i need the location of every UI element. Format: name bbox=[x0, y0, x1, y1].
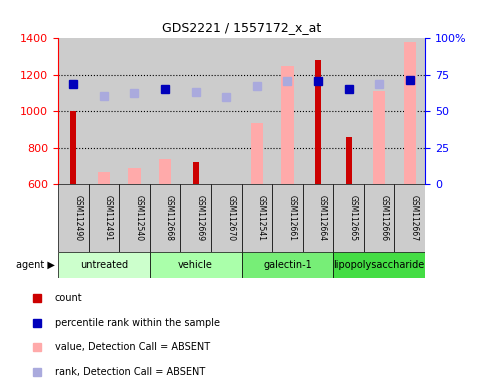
Bar bbox=[211, 184, 242, 252]
Bar bbox=[88, 184, 119, 252]
Bar bbox=[193, 162, 199, 184]
Text: GSM112540: GSM112540 bbox=[134, 195, 143, 241]
Text: GSM112667: GSM112667 bbox=[410, 195, 419, 241]
Text: GSM112670: GSM112670 bbox=[226, 195, 235, 241]
Bar bbox=[404, 42, 416, 184]
Text: GSM112665: GSM112665 bbox=[349, 195, 357, 241]
Bar bbox=[333, 252, 425, 278]
Bar bbox=[395, 184, 425, 252]
Bar bbox=[150, 252, 242, 278]
Bar bbox=[58, 184, 88, 252]
Text: GSM112661: GSM112661 bbox=[287, 195, 297, 241]
Bar bbox=[211, 38, 242, 184]
Bar bbox=[242, 252, 333, 278]
Bar bbox=[58, 252, 150, 278]
Bar bbox=[373, 91, 385, 184]
Bar bbox=[159, 159, 171, 184]
Bar bbox=[333, 38, 364, 184]
Bar bbox=[315, 60, 321, 184]
Text: GSM112490: GSM112490 bbox=[73, 195, 82, 241]
Text: rank, Detection Call = ABSENT: rank, Detection Call = ABSENT bbox=[55, 367, 205, 377]
Bar bbox=[303, 184, 333, 252]
Text: untreated: untreated bbox=[80, 260, 128, 270]
Bar bbox=[333, 184, 364, 252]
Title: GDS2221 / 1557172_x_at: GDS2221 / 1557172_x_at bbox=[162, 22, 321, 35]
Bar bbox=[98, 172, 110, 184]
Text: GSM112664: GSM112664 bbox=[318, 195, 327, 241]
Bar bbox=[88, 38, 119, 184]
Text: percentile rank within the sample: percentile rank within the sample bbox=[55, 318, 220, 328]
Bar bbox=[119, 38, 150, 184]
Bar bbox=[345, 137, 352, 184]
Bar bbox=[180, 184, 211, 252]
Bar bbox=[150, 184, 180, 252]
Text: galectin-1: galectin-1 bbox=[263, 260, 312, 270]
Text: GSM112669: GSM112669 bbox=[196, 195, 205, 241]
Text: vehicle: vehicle bbox=[178, 260, 213, 270]
Text: lipopolysaccharide: lipopolysaccharide bbox=[334, 260, 425, 270]
Bar bbox=[180, 38, 211, 184]
Bar bbox=[272, 38, 303, 184]
Text: GSM112668: GSM112668 bbox=[165, 195, 174, 241]
Bar bbox=[150, 38, 180, 184]
Bar bbox=[242, 38, 272, 184]
Text: count: count bbox=[55, 293, 82, 303]
Bar bbox=[395, 38, 425, 184]
Text: GSM112666: GSM112666 bbox=[379, 195, 388, 241]
Bar bbox=[58, 38, 88, 184]
Bar bbox=[303, 38, 333, 184]
Text: GSM112541: GSM112541 bbox=[257, 195, 266, 241]
Bar bbox=[242, 184, 272, 252]
Bar bbox=[272, 184, 303, 252]
Bar bbox=[251, 123, 263, 184]
Text: agent ▶: agent ▶ bbox=[16, 260, 55, 270]
Bar bbox=[364, 38, 395, 184]
Text: GSM112491: GSM112491 bbox=[104, 195, 113, 241]
Bar bbox=[70, 111, 76, 184]
Text: value, Detection Call = ABSENT: value, Detection Call = ABSENT bbox=[55, 342, 210, 352]
Bar bbox=[128, 168, 141, 184]
Bar bbox=[119, 184, 150, 252]
Bar bbox=[281, 66, 294, 184]
Bar bbox=[364, 184, 395, 252]
